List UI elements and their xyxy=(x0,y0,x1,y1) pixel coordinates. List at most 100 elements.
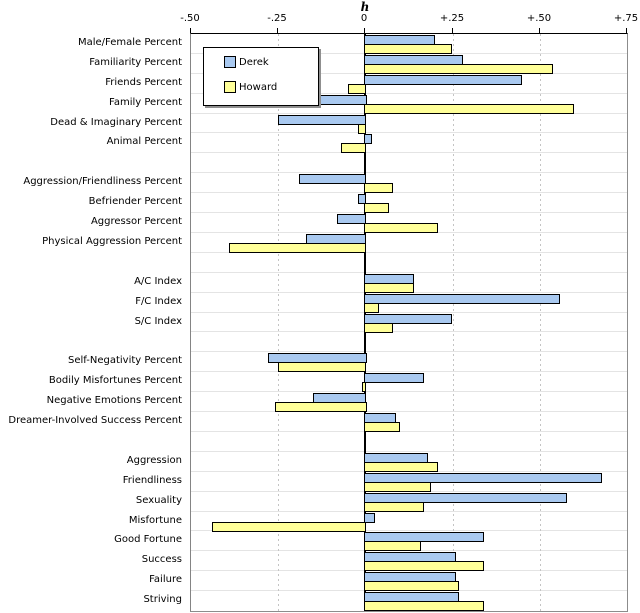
bar-howard xyxy=(229,243,366,253)
axis-tick-label: +.25 xyxy=(439,13,465,24)
legend-label-howard: Howard xyxy=(239,81,278,93)
row-separator xyxy=(191,132,627,133)
category-label: Animal Percent xyxy=(106,136,182,147)
bar-howard xyxy=(275,402,367,412)
category-label: Good Fortune xyxy=(114,534,182,545)
category-label: Misfortune xyxy=(128,515,182,526)
axis-tick-label: +.75 xyxy=(613,13,639,24)
category-label: Bodily Misfortunes Percent xyxy=(48,375,182,386)
row-separator xyxy=(191,192,627,193)
category-label: Aggression/Friendliness Percent xyxy=(23,176,182,187)
bar-howard xyxy=(358,124,366,134)
category-label: Friends Percent xyxy=(105,77,182,88)
legend-swatch-howard-icon xyxy=(224,81,236,93)
row-separator xyxy=(191,93,627,94)
bar-howard xyxy=(364,104,574,114)
axis-tick xyxy=(277,28,278,33)
legend-entry-howard: Howard xyxy=(224,81,318,93)
axis-title: h xyxy=(360,0,370,14)
bar-derek xyxy=(364,134,372,144)
axis-tick-label: 0 xyxy=(360,13,368,24)
bar-howard xyxy=(364,203,389,213)
plot-area: Derek Howard xyxy=(190,33,628,612)
bar-howard xyxy=(364,502,424,512)
bar-howard xyxy=(364,422,400,432)
legend-entry-derek: Derek xyxy=(224,56,318,68)
row-separator xyxy=(191,530,627,531)
bar-derek xyxy=(278,115,366,125)
bar-howard xyxy=(364,601,484,611)
row-separator xyxy=(191,212,627,213)
bar-howard xyxy=(364,323,393,333)
bar-derek xyxy=(299,174,366,184)
row-separator xyxy=(191,391,627,392)
dashed-gridline xyxy=(540,34,541,611)
category-label: Physical Aggression Percent xyxy=(42,236,182,247)
category-label: Self-Negativity Percent xyxy=(67,355,182,366)
category-label: Dead & Imaginary Percent xyxy=(50,117,182,128)
axis-tick xyxy=(539,28,540,33)
category-label: Negative Emotions Percent xyxy=(46,395,182,406)
row-separator xyxy=(191,371,627,372)
row-separator xyxy=(191,331,627,332)
category-label: Family Percent xyxy=(109,97,182,108)
legend: Derek Howard xyxy=(203,47,319,106)
axis-tick-label: -.50 xyxy=(180,13,200,24)
axis-tick xyxy=(626,28,627,33)
bar-howard xyxy=(364,482,431,492)
category-label: Familiarity Percent xyxy=(89,57,182,68)
bar-derek xyxy=(364,75,522,85)
bar-howard xyxy=(364,64,553,74)
legend-swatch-derek-icon xyxy=(224,56,236,68)
row-separator xyxy=(191,451,627,452)
bar-howard xyxy=(348,84,366,94)
axis-tick xyxy=(190,28,191,33)
bar-howard xyxy=(341,143,366,153)
legend-label-derek: Derek xyxy=(239,56,269,68)
axis-tick-label: +.50 xyxy=(526,13,552,24)
row-separator xyxy=(191,411,627,412)
bar-derek xyxy=(364,314,452,324)
bar-howard xyxy=(364,283,414,293)
dashed-gridline xyxy=(453,34,454,611)
row-separator xyxy=(191,172,627,173)
category-label: Dreamer-Involved Success Percent xyxy=(8,415,182,426)
category-label: Sexuality xyxy=(135,495,182,506)
bar-derek xyxy=(364,493,567,503)
bar-howard xyxy=(362,382,366,392)
bar-derek xyxy=(364,294,560,304)
category-label: Success xyxy=(141,554,182,565)
bar-howard xyxy=(278,362,366,372)
bar-howard xyxy=(364,303,379,313)
bar-derek xyxy=(364,473,602,483)
category-label: Friendliness xyxy=(122,475,182,486)
category-label: Aggressor Percent xyxy=(90,216,182,227)
bar-derek xyxy=(317,95,367,105)
category-label: Aggression xyxy=(126,455,182,466)
row-separator xyxy=(191,272,627,273)
bar-howard xyxy=(364,541,421,551)
category-label: S/C Index xyxy=(134,316,182,327)
bar-howard xyxy=(212,522,366,532)
row-separator xyxy=(191,431,627,432)
bar-derek xyxy=(364,513,375,523)
bar-derek xyxy=(358,194,366,204)
bar-howard xyxy=(364,581,459,591)
bar-howard xyxy=(364,462,438,472)
category-label: A/C Index xyxy=(134,276,182,287)
bar-derek xyxy=(337,214,366,224)
row-separator xyxy=(191,152,627,153)
dashed-gridline xyxy=(278,34,279,611)
axis-tick-label: -.25 xyxy=(267,13,287,24)
bar-derek xyxy=(364,373,424,383)
bar-derek xyxy=(364,532,484,542)
category-label: F/C Index xyxy=(135,296,182,307)
axis-tick xyxy=(452,28,453,33)
category-label: Striving xyxy=(143,594,182,605)
bar-howard xyxy=(364,561,484,571)
row-separator xyxy=(191,312,627,313)
row-separator xyxy=(191,351,627,352)
category-label: Failure xyxy=(149,574,182,585)
row-separator xyxy=(191,252,627,253)
category-label: Befriender Percent xyxy=(88,196,182,207)
